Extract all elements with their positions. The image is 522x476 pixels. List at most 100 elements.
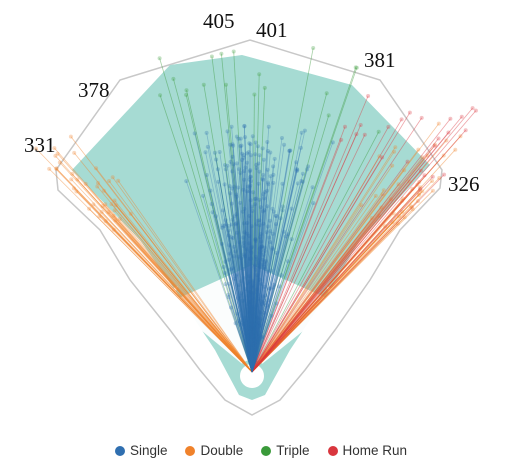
hit-line <box>248 312 253 373</box>
hit-line <box>238 285 253 373</box>
hit-point <box>231 254 236 259</box>
legend-item-triple: Triple <box>261 443 310 458</box>
hit-point <box>243 135 248 140</box>
hit-line <box>251 188 413 373</box>
third-dugout <box>326 286 339 300</box>
hit-point <box>263 293 268 298</box>
hit-line <box>239 202 253 373</box>
hit-point <box>256 297 261 301</box>
hit-point <box>246 150 251 155</box>
hit-point <box>248 168 253 173</box>
hit-line <box>249 281 253 373</box>
hit-line <box>243 157 253 373</box>
hit-point <box>245 338 250 343</box>
hit-line <box>251 133 357 373</box>
hit-line <box>251 223 264 373</box>
hit-point <box>268 150 273 155</box>
hit-point <box>243 287 248 292</box>
hit-point <box>288 148 293 153</box>
hit-line <box>251 169 298 373</box>
hit-point <box>111 213 116 218</box>
hit-line <box>251 271 268 373</box>
hit-point <box>249 245 254 250</box>
hit-point <box>265 224 270 229</box>
hit-line <box>251 132 449 373</box>
hit-line <box>251 252 277 373</box>
hit-line <box>251 162 297 373</box>
hit-point <box>253 237 258 242</box>
hit-line <box>251 315 272 373</box>
hit-point <box>103 202 108 207</box>
hit-point <box>458 134 463 139</box>
hit-line <box>251 136 461 373</box>
hit-line <box>241 300 253 373</box>
hit-line <box>251 199 260 373</box>
hit-line <box>251 126 389 373</box>
hit-line <box>229 186 253 373</box>
hit-line <box>243 179 253 373</box>
hit-point <box>379 205 384 210</box>
hit-point <box>261 192 266 197</box>
hit-line <box>244 320 253 373</box>
hit-point <box>298 145 303 150</box>
hit-point <box>257 223 262 228</box>
hit-point <box>234 212 239 217</box>
hit-point <box>254 162 259 167</box>
legend-marker <box>114 445 125 456</box>
hit-point <box>113 203 118 208</box>
hit-line <box>251 211 264 373</box>
hit-point <box>253 239 258 243</box>
hit-line <box>219 151 253 373</box>
hit-point <box>416 199 420 204</box>
hit-point <box>209 54 214 59</box>
hit-line <box>230 237 253 373</box>
hit-line <box>232 237 253 373</box>
hit-point <box>262 266 267 271</box>
hit-line <box>251 163 259 373</box>
hit-point <box>238 171 243 175</box>
hit-line <box>236 223 253 373</box>
hit-line <box>244 125 253 373</box>
hit-line <box>251 247 266 373</box>
hit-line <box>251 198 265 373</box>
hit-line <box>250 311 253 373</box>
hit-line <box>233 186 253 373</box>
hit-line <box>239 324 253 373</box>
hit-point <box>261 221 266 226</box>
hit-point <box>358 123 363 127</box>
hit-line <box>73 188 253 373</box>
hit-line <box>251 215 277 373</box>
hit-line <box>243 171 253 373</box>
hit-point <box>262 85 267 90</box>
hit-line <box>231 268 253 373</box>
hit-point <box>226 257 231 262</box>
hit-point <box>253 254 258 259</box>
hit-point <box>54 166 59 171</box>
hit-point <box>422 173 427 178</box>
hit-point <box>257 323 262 328</box>
hit-line <box>251 191 423 373</box>
hit-point <box>255 144 260 149</box>
hit-line <box>244 323 253 373</box>
hit-point <box>251 312 256 317</box>
hit-point <box>377 154 382 159</box>
hit-point <box>53 153 58 158</box>
hit-point <box>223 167 228 172</box>
hit-point <box>245 231 250 236</box>
hit-point <box>251 335 256 340</box>
hit-point <box>261 252 266 257</box>
hit-line <box>248 236 253 373</box>
hit-line <box>248 243 253 373</box>
hit-line <box>251 193 383 373</box>
legend-item-double: Double <box>185 443 243 458</box>
hit-line <box>224 283 253 373</box>
fence-distance-label: 331 <box>24 133 56 157</box>
hit-line <box>249 258 253 373</box>
hit-point <box>257 169 262 174</box>
hit-point <box>442 172 447 177</box>
hit-line <box>251 130 306 373</box>
hit-line <box>54 147 253 373</box>
hit-point <box>249 224 254 229</box>
hit-point <box>236 254 241 259</box>
hit-line <box>248 152 253 373</box>
